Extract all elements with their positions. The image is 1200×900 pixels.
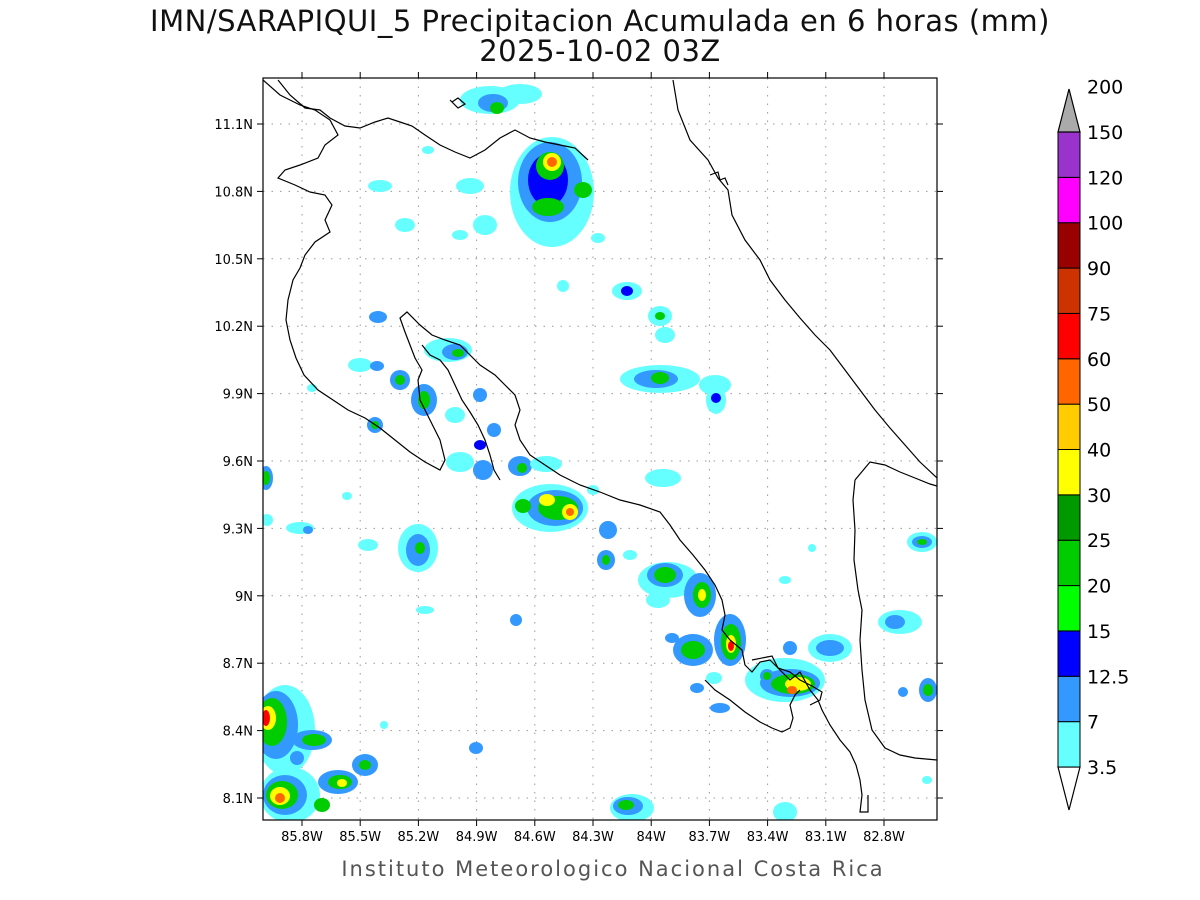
colorbar-label: 60 bbox=[1087, 349, 1111, 371]
precip-cell-los-chiles bbox=[510, 137, 594, 247]
colorbar-segment bbox=[1057, 176, 1081, 224]
colorbar-label: 30 bbox=[1087, 485, 1111, 507]
precip-cell-northborder bbox=[460, 84, 542, 114]
lat-tick-label: 9.3N bbox=[223, 522, 253, 537]
precip-cells-osa-panama bbox=[745, 532, 937, 820]
lat-tick-label: 8.4N bbox=[223, 725, 253, 740]
lon-tick-label: 84.3W bbox=[572, 830, 614, 845]
lat-tick-label: 8.7N bbox=[223, 657, 253, 672]
lon-tick-label: 85.8W bbox=[281, 830, 323, 845]
colorbar-segment bbox=[1057, 585, 1081, 632]
lat-tick-label: 9N bbox=[235, 590, 253, 605]
colorbar-label: 100 bbox=[1087, 213, 1123, 235]
san-juan-bend bbox=[709, 171, 729, 186]
lake-nicaragua-shore bbox=[449, 97, 467, 109]
colorbar-label: 25 bbox=[1087, 530, 1111, 552]
colorbar-label: 150 bbox=[1087, 122, 1123, 144]
nicoya-gulf-coast bbox=[421, 344, 501, 481]
colorbar-segment bbox=[1057, 267, 1081, 314]
lon-tick-label: 83.4W bbox=[747, 830, 789, 845]
osa-peninsula-coast bbox=[704, 679, 801, 733]
colorbar-label: 7 bbox=[1087, 712, 1099, 734]
precip-cell-south-edge bbox=[610, 794, 654, 820]
precip-cells-pacific-south bbox=[638, 562, 746, 713]
precip-cells-ocean-southwest bbox=[263, 685, 483, 820]
lat-tick-label: 9.6N bbox=[223, 455, 253, 470]
colorbar-over-triangle bbox=[1057, 88, 1081, 133]
pacific-northwest-coast bbox=[263, 79, 823, 706]
precip-cells-central-north bbox=[612, 282, 731, 414]
lon-tick-label: 82.8W bbox=[863, 830, 905, 845]
lat-tick-label: 10.2N bbox=[214, 320, 253, 335]
lat-tick-label: 10.8N bbox=[214, 185, 253, 200]
precip-cells-guanacaste bbox=[307, 311, 501, 450]
lon-tick-label: 85.2W bbox=[397, 830, 439, 845]
panama-coast-east bbox=[852, 461, 937, 761]
colorbar-label: 90 bbox=[1087, 258, 1111, 280]
lon-tick-label: 84.6W bbox=[514, 830, 556, 845]
colorbar-segment bbox=[1057, 675, 1081, 723]
precipitation-field bbox=[263, 84, 937, 820]
precip-cells-nicoya bbox=[263, 466, 522, 626]
colorbar-label: 20 bbox=[1087, 576, 1111, 598]
longitude-axis: 85.8W 85.5W 85.2W 84.9W 84.6W 84.3W 84W 83.7W 83… bbox=[281, 72, 905, 845]
colorbar-segment bbox=[1057, 494, 1081, 541]
colorbar-segment bbox=[1057, 539, 1081, 587]
colorbar-segment bbox=[1057, 721, 1081, 768]
colorbar-label: 120 bbox=[1087, 167, 1123, 189]
colorbar-label: 15 bbox=[1087, 621, 1111, 643]
colorbar-segment bbox=[1057, 131, 1081, 178]
colorbar-segment bbox=[1057, 449, 1081, 496]
precip-cells-central-valley bbox=[342, 452, 681, 570]
latitude-axis: 11.1N 10.8N 10.5N 10.2N 9.9N 9.6N 9.3N 9N 8.7N 8.… bbox=[214, 118, 943, 807]
map-frame bbox=[262, 77, 938, 821]
colorbar-label: 200 bbox=[1087, 77, 1123, 99]
map-grid bbox=[263, 78, 937, 820]
lat-tick-label: 10.5N bbox=[214, 253, 253, 268]
colorbar-label: 12.5 bbox=[1087, 666, 1129, 688]
colorbar-under-triangle bbox=[1057, 766, 1081, 811]
colorbar-label: 3.5 bbox=[1087, 757, 1117, 779]
colorbar-label: 40 bbox=[1087, 440, 1111, 462]
nicaragua-costa-rica-border bbox=[277, 79, 589, 161]
lon-tick-label: 84W bbox=[636, 830, 666, 845]
colorbar-segment bbox=[1057, 403, 1081, 450]
lat-tick-label: 9.9N bbox=[223, 388, 253, 403]
colorbar-segment bbox=[1057, 312, 1081, 360]
credit-footer: Instituto Meteorologico Nacional Costa R… bbox=[341, 857, 885, 881]
precip-scattered-north bbox=[368, 146, 605, 292]
lon-tick-label: 83.7W bbox=[688, 830, 730, 845]
colorbar-label: 75 bbox=[1087, 303, 1111, 325]
map-title: IMN/SARAPIQUI_5 Precipitacion Acumulada … bbox=[150, 4, 1050, 38]
lon-tick-label: 85.5W bbox=[339, 830, 381, 845]
colorbar-segment bbox=[1057, 222, 1081, 269]
panama-border bbox=[751, 655, 869, 813]
colorbar-label: 50 bbox=[1087, 394, 1111, 416]
lat-tick-label: 11.1N bbox=[214, 118, 253, 133]
colorbar-legend: 3.5 7 12.5 15 20 25 30 40 50 60 75 90 100 120 150 200 bbox=[1057, 77, 1129, 811]
map-subtitle-datetime: 2025-10-02 03Z bbox=[479, 34, 721, 68]
lon-tick-label: 83.1W bbox=[805, 830, 847, 845]
lon-tick-label: 84.9W bbox=[456, 830, 498, 845]
colorbar-segment bbox=[1057, 358, 1081, 405]
colorbar-segment bbox=[1057, 630, 1081, 677]
caribbean-coast bbox=[672, 79, 937, 479]
coastlines-borders bbox=[263, 79, 937, 813]
lat-tick-label: 8.1N bbox=[223, 792, 253, 807]
